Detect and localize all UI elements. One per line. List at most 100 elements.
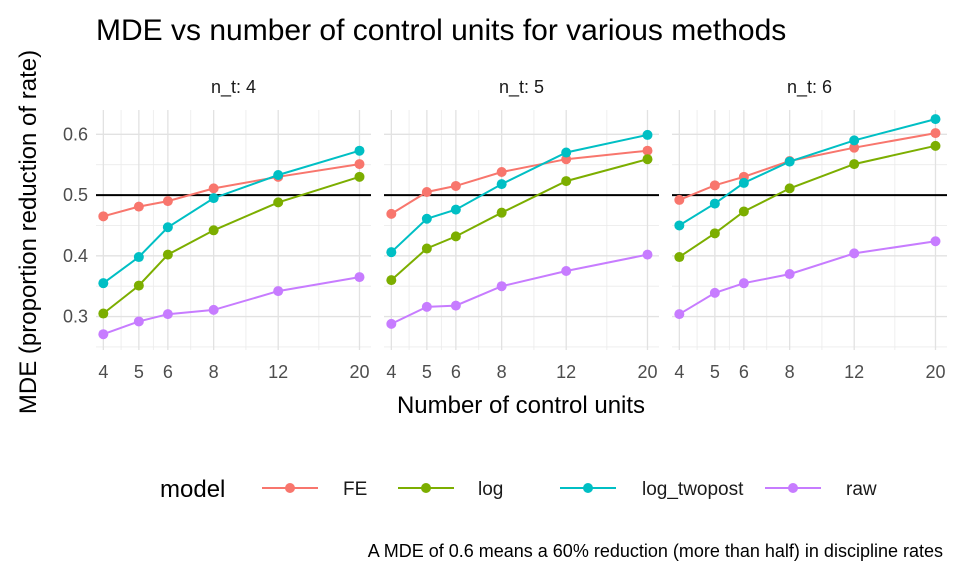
data-point-log_twopost bbox=[273, 170, 284, 181]
x-tick-label: 5 bbox=[710, 362, 720, 382]
data-point-raw bbox=[208, 304, 219, 315]
data-point-log bbox=[738, 206, 749, 217]
data-point-raw bbox=[421, 301, 432, 312]
series-line-raw bbox=[390, 253, 648, 325]
data-point-log bbox=[642, 154, 653, 165]
chart-title: MDE vs number of control units for vario… bbox=[96, 14, 786, 47]
x-tick-label: 6 bbox=[163, 362, 173, 382]
legend-label: log bbox=[478, 479, 503, 500]
data-point-log bbox=[709, 228, 720, 239]
data-point-log bbox=[354, 171, 365, 182]
facet-strip-label: n_t: 4 bbox=[211, 77, 256, 98]
series-line-raw bbox=[102, 276, 360, 336]
data-point-FE bbox=[496, 166, 507, 177]
x-axis-title: Number of control units bbox=[397, 392, 645, 419]
x-tick-label: 6 bbox=[739, 362, 749, 382]
x-tick-label: 20 bbox=[925, 362, 945, 382]
series-line-log_twopost bbox=[390, 133, 648, 253]
legend-key-point bbox=[788, 483, 798, 493]
data-point-log_twopost bbox=[208, 193, 219, 204]
data-point-raw bbox=[354, 272, 365, 283]
data-point-log_twopost bbox=[784, 156, 795, 167]
data-point-log bbox=[133, 280, 144, 291]
data-point-FE bbox=[421, 187, 432, 198]
data-point-log_twopost bbox=[354, 145, 365, 156]
data-point-log_twopost bbox=[561, 147, 572, 158]
data-point-log bbox=[561, 176, 572, 187]
facet-panel: n_t: 6 4 5 6 8 12 20 bbox=[672, 77, 947, 382]
series-line-log_twopost bbox=[678, 118, 936, 227]
data-point-FE bbox=[98, 211, 109, 222]
data-point-FE bbox=[709, 180, 720, 191]
data-point-log_twopost bbox=[496, 179, 507, 190]
facet-panel: n_t: 4 4 5 6 8 12 20 bbox=[96, 77, 371, 382]
legend-key-point bbox=[583, 483, 593, 493]
legend-label: log_twopost bbox=[642, 479, 744, 500]
data-point-raw bbox=[133, 316, 144, 327]
x-tick-label: 8 bbox=[497, 362, 507, 382]
legend-label: FE bbox=[343, 479, 367, 500]
data-point-log bbox=[930, 140, 941, 151]
data-point-raw bbox=[738, 278, 749, 289]
data-point-log bbox=[849, 159, 860, 170]
data-point-FE bbox=[930, 128, 941, 139]
x-tick-label: 6 bbox=[451, 362, 461, 382]
data-point-raw bbox=[674, 309, 685, 320]
data-point-raw bbox=[450, 300, 461, 311]
data-point-FE bbox=[450, 180, 461, 191]
x-tick-label: 20 bbox=[637, 362, 657, 382]
data-point-log_twopost bbox=[738, 177, 749, 188]
data-point-log_twopost bbox=[709, 198, 720, 209]
facet-panel: n_t: 5 4 5 6 8 12 20 bbox=[384, 77, 659, 382]
data-point-raw bbox=[496, 281, 507, 292]
series-line-log bbox=[102, 175, 360, 315]
data-point-log_twopost bbox=[133, 252, 144, 263]
series-line-raw bbox=[678, 240, 936, 316]
data-point-log bbox=[674, 252, 685, 263]
data-point-log_twopost bbox=[162, 222, 173, 233]
data-point-log bbox=[98, 308, 109, 319]
chart-caption: A MDE of 0.6 means a 60% reduction (more… bbox=[368, 541, 943, 561]
x-tick-label: 8 bbox=[785, 362, 795, 382]
data-point-raw bbox=[561, 266, 572, 277]
data-point-log bbox=[162, 249, 173, 260]
series-line-FE bbox=[678, 132, 936, 201]
data-point-raw bbox=[709, 287, 720, 298]
data-point-log_twopost bbox=[849, 135, 860, 146]
data-point-FE bbox=[642, 145, 653, 156]
x-tick-label: 5 bbox=[422, 362, 432, 382]
data-point-FE bbox=[674, 194, 685, 205]
x-tick-label: 4 bbox=[386, 362, 396, 382]
x-tick-label: 20 bbox=[349, 362, 369, 382]
facet-strip-label: n_t: 5 bbox=[499, 77, 544, 98]
x-tick-label: 12 bbox=[844, 362, 864, 382]
x-tick-label: 5 bbox=[134, 362, 144, 382]
x-tick-label: 4 bbox=[98, 362, 108, 382]
data-point-raw bbox=[784, 269, 795, 280]
x-tick-label: 12 bbox=[268, 362, 288, 382]
data-point-log bbox=[784, 183, 795, 194]
series-line-log_twopost bbox=[102, 149, 360, 285]
data-point-raw bbox=[642, 249, 653, 260]
x-tick-label: 12 bbox=[556, 362, 576, 382]
facet-panels: n_t: 44 5 6 8 12 20n_t: 54 5 6 8 12 20n_t: 64 5 6 8 12… bbox=[63, 77, 947, 382]
series-line-FE bbox=[390, 149, 648, 215]
data-point-log bbox=[273, 197, 284, 208]
data-point-log_twopost bbox=[386, 247, 397, 258]
legend-key-point bbox=[285, 483, 295, 493]
data-point-log_twopost bbox=[674, 220, 685, 231]
facet-strip-label: n_t: 6 bbox=[787, 77, 832, 98]
legend: model FE log log_twopost raw bbox=[160, 476, 877, 503]
data-point-log bbox=[450, 231, 461, 242]
series-line-log bbox=[390, 158, 648, 281]
data-point-log_twopost bbox=[98, 278, 109, 289]
data-point-raw bbox=[162, 309, 173, 320]
data-point-FE bbox=[849, 142, 860, 153]
data-point-log bbox=[208, 225, 219, 236]
y-tick-label: 0.4 bbox=[63, 246, 88, 266]
data-point-raw bbox=[849, 248, 860, 259]
data-point-raw bbox=[273, 286, 284, 297]
data-point-FE bbox=[386, 208, 397, 219]
data-point-log_twopost bbox=[930, 114, 941, 125]
